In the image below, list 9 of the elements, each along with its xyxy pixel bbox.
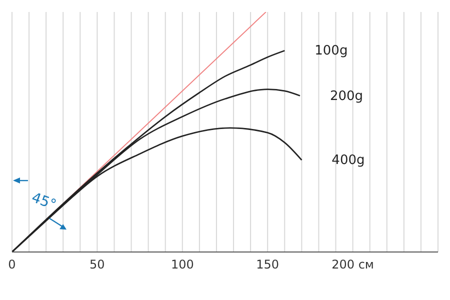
text: 200g [330,88,364,104]
x-tick-label: 0 [8,258,16,272]
x-tick-label: 200 см [332,258,374,272]
text: 100g [314,44,348,59]
x-tick-label: 50 [90,258,105,272]
annotation: 45° [29,190,58,214]
text: 400g [332,153,365,168]
x-tick-label: 100 [170,258,194,272]
x-tick-label: 150 [256,258,280,272]
